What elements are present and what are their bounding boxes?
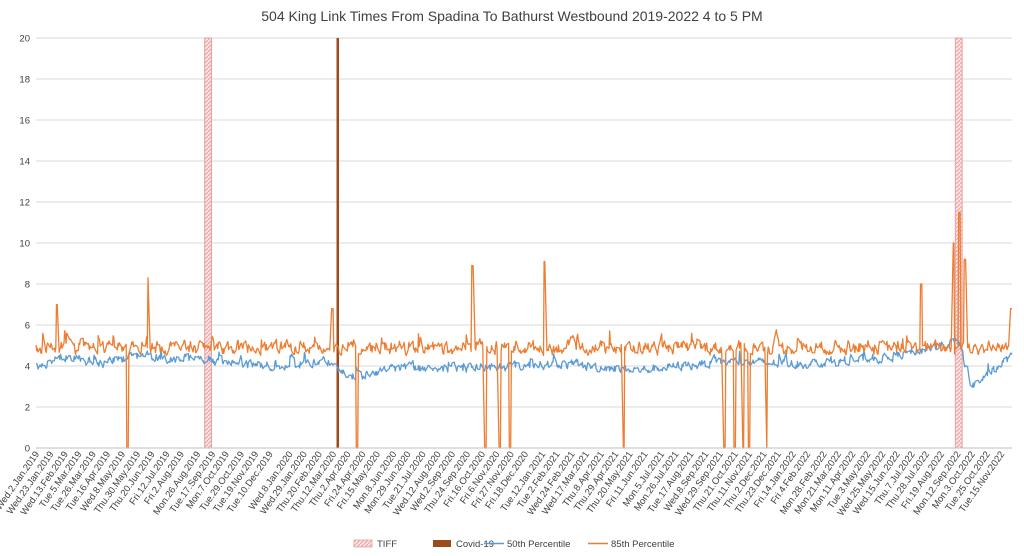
y-tick-label: 12: [19, 198, 30, 209]
legend-label: TIFF: [377, 539, 397, 550]
series-lines: [35, 211, 1013, 449]
y-tick-label: 20: [19, 34, 30, 45]
legend-item: Covid-19: [433, 539, 494, 550]
legend-label: 85th Percentile: [611, 539, 674, 550]
series-50th-percentile-line: [35, 337, 1013, 388]
y-tick-label: 10: [19, 239, 30, 250]
y-tick-label: 18: [19, 75, 30, 86]
legend-swatch: [433, 540, 451, 547]
series-85th-percentile-line: [35, 211, 1012, 449]
tiff-band: [204, 37, 213, 449]
y-tick-label: 14: [19, 157, 30, 168]
legend-item: 85th Percentile: [588, 539, 674, 550]
legend-swatch: [353, 539, 373, 548]
covid-band: [336, 38, 340, 448]
y-tick-label: 6: [25, 321, 30, 332]
axes: 02468101214161820Wed.2.Jan.2019Wed.23.Ja…: [0, 34, 1012, 518]
y-tick-label: 4: [25, 362, 30, 373]
gridlines: [36, 37, 1012, 449]
legend-item: TIFF: [353, 539, 397, 550]
legend-label: 50th Percentile: [507, 539, 570, 550]
y-tick-label: 0: [25, 444, 30, 455]
legend-label: Covid-19: [456, 539, 494, 550]
y-tick-label: 16: [19, 116, 30, 127]
legend: TIFF Covid-19 50th Percentile 85th Percenti…: [353, 539, 674, 550]
y-tick-label: 8: [25, 280, 30, 291]
y-tick-label: 2: [25, 403, 30, 414]
chart-title: 504 King Link Times From Spadina To Bath…: [261, 8, 762, 24]
legend-item: 50th Percentile: [484, 539, 570, 550]
